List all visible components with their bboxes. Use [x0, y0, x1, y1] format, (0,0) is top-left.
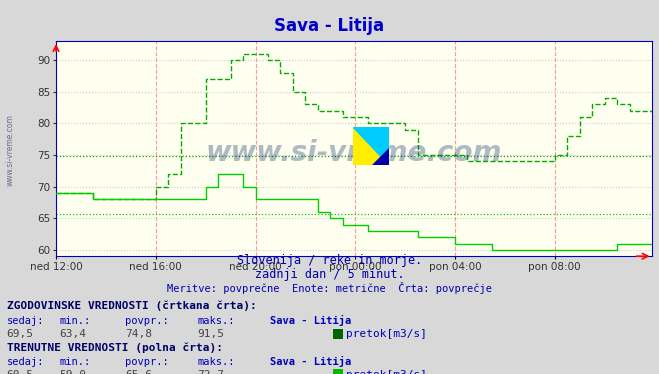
Text: 59,0: 59,0 — [59, 370, 86, 374]
Text: zadnji dan / 5 minut.: zadnji dan / 5 minut. — [254, 268, 405, 281]
Text: sedaj:: sedaj: — [7, 316, 44, 325]
Text: 74,8: 74,8 — [125, 329, 152, 339]
Text: maks.:: maks.: — [198, 357, 235, 367]
Text: maks.:: maks.: — [198, 316, 235, 325]
Text: pretok[m3/s]: pretok[m3/s] — [346, 329, 427, 339]
Text: www.si-vreme.com: www.si-vreme.com — [5, 114, 14, 186]
Polygon shape — [372, 148, 389, 165]
Text: 69,5: 69,5 — [7, 329, 34, 339]
Text: 65,6: 65,6 — [125, 370, 152, 374]
Polygon shape — [353, 127, 389, 165]
Polygon shape — [353, 127, 389, 165]
Text: 60,5: 60,5 — [7, 370, 34, 374]
Text: sedaj:: sedaj: — [7, 357, 44, 367]
Text: www.si-vreme.com: www.si-vreme.com — [206, 139, 502, 167]
Text: TRENUTNE VREDNOSTI (polna črta):: TRENUTNE VREDNOSTI (polna črta): — [7, 342, 223, 353]
Text: 72,7: 72,7 — [198, 370, 225, 374]
Text: 91,5: 91,5 — [198, 329, 225, 339]
Text: 63,4: 63,4 — [59, 329, 86, 339]
Text: Meritve: povprečne  Enote: metrične  Črta: povprečje: Meritve: povprečne Enote: metrične Črta:… — [167, 282, 492, 294]
Text: min.:: min.: — [59, 357, 90, 367]
Text: povpr.:: povpr.: — [125, 357, 169, 367]
Text: povpr.:: povpr.: — [125, 316, 169, 325]
Text: pretok[m3/s]: pretok[m3/s] — [346, 370, 427, 374]
Text: Slovenija / reke in morje.: Slovenija / reke in morje. — [237, 254, 422, 267]
Text: min.:: min.: — [59, 316, 90, 325]
Text: Sava - Litija: Sava - Litija — [270, 315, 351, 325]
Text: Sava - Litija: Sava - Litija — [274, 17, 385, 35]
Text: Sava - Litija: Sava - Litija — [270, 356, 351, 367]
Text: ZGODOVINSKE VREDNOSTI (črtkana črta):: ZGODOVINSKE VREDNOSTI (črtkana črta): — [7, 300, 256, 310]
